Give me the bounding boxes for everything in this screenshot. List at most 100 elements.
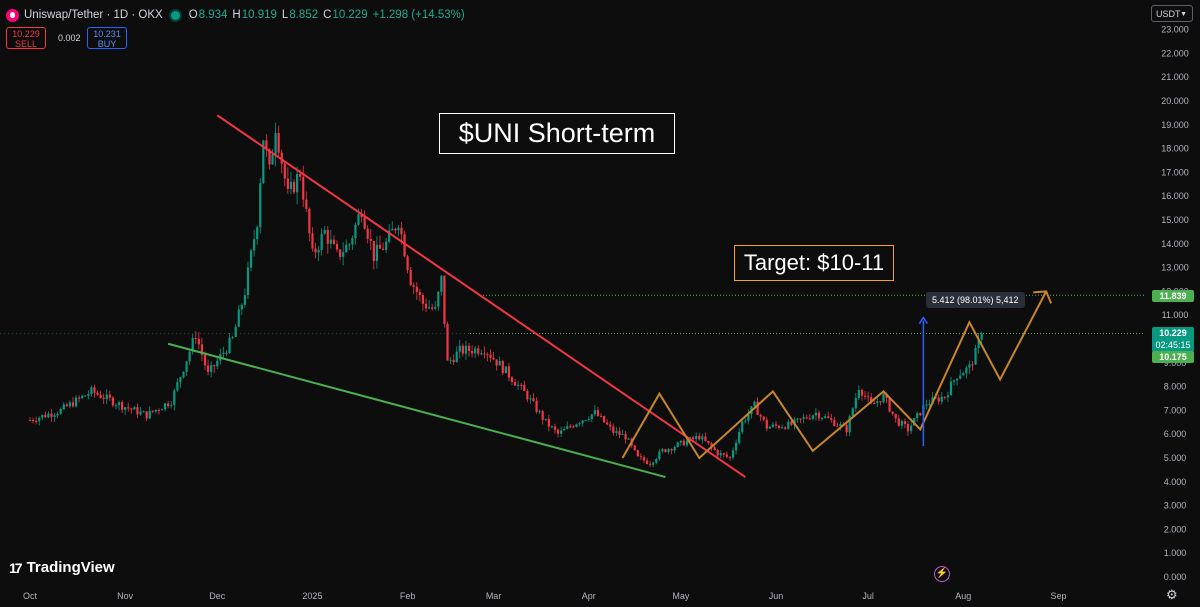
candle-up — [952, 380, 956, 382]
candle-up — [820, 417, 824, 419]
candle-down — [446, 323, 449, 361]
candle-up — [320, 233, 323, 250]
candle-down — [833, 419, 836, 426]
candle-down — [360, 214, 363, 218]
candle-up — [253, 239, 256, 251]
candle-up — [375, 244, 379, 261]
title-annotation[interactable]: $UNI Short-term — [439, 113, 675, 154]
candle-up — [437, 291, 440, 307]
currency-selector[interactable]: USDT ▼ — [1151, 5, 1193, 22]
candle-down — [200, 344, 204, 355]
candle-up — [974, 348, 977, 365]
measure-arrowhead — [918, 316, 928, 324]
candle-down — [50, 413, 53, 417]
candle-up — [658, 451, 661, 460]
candle-up — [811, 415, 814, 419]
target-annotation[interactable]: Target: $10-11 — [734, 245, 894, 281]
candle-down — [44, 414, 47, 418]
candle-up — [480, 353, 483, 355]
candle-up — [814, 412, 818, 416]
y-tick-label: 0.000 — [1164, 572, 1187, 582]
candle-up — [747, 414, 750, 421]
candle-up — [237, 309, 240, 327]
candle-down — [121, 402, 124, 410]
candle-down — [624, 433, 627, 440]
candle-up — [249, 250, 253, 268]
candle-down — [556, 429, 560, 434]
open-label: O — [188, 9, 198, 21]
candle-down — [381, 248, 385, 250]
candle-down — [335, 243, 339, 250]
lightning-icon[interactable]: ⚡ — [934, 566, 950, 582]
symbol-title[interactable]: Uniswap/Tether · 1D · OKX — [24, 9, 163, 21]
candle-down — [870, 397, 873, 404]
candle-up — [163, 403, 167, 410]
buy-label: BUY — [97, 39, 117, 49]
buy-button[interactable]: 10.231 BUY — [87, 27, 127, 49]
x-tick-label: Jun — [769, 591, 784, 601]
candle-down — [108, 394, 111, 398]
candle-down — [790, 421, 793, 425]
candle-down — [130, 408, 133, 410]
candle-up — [685, 440, 689, 446]
candle-up — [114, 405, 118, 407]
candle-down — [477, 348, 480, 354]
candle-down — [639, 456, 643, 458]
candle-down — [127, 407, 130, 409]
candle-up — [246, 267, 250, 296]
candle-up — [965, 367, 968, 374]
candle-down — [467, 345, 471, 351]
candle-down — [78, 397, 81, 399]
candle-down — [136, 407, 139, 415]
x-tick-label: Nov — [117, 591, 134, 601]
candle-down — [903, 421, 907, 425]
candle-up — [529, 398, 532, 400]
candle-down — [774, 424, 778, 426]
candle-up — [317, 249, 320, 253]
high-value: 10.919 — [241, 9, 277, 21]
candle-up — [925, 404, 928, 406]
candle-up — [68, 402, 72, 407]
candle-up — [949, 381, 953, 396]
candle-up — [627, 438, 630, 440]
candle-down — [151, 410, 154, 412]
candle-down — [483, 353, 486, 355]
candle-down — [698, 435, 701, 440]
candle-down — [547, 418, 550, 427]
y-tick-label: 21.000 — [1161, 72, 1189, 82]
candle-down — [707, 440, 710, 444]
candle-up — [243, 295, 246, 305]
tradingview-logo[interactable]: 17 TradingView — [9, 559, 115, 576]
gear-icon[interactable]: ⚙ — [1166, 587, 1178, 602]
candle-up — [578, 423, 581, 425]
candle-down — [879, 401, 882, 403]
tradingview-logo-icon: 17 — [9, 559, 23, 576]
measure-label: 5.412 (98.01%) 5,412 — [926, 292, 1025, 308]
candle-up — [329, 239, 332, 244]
candle-down — [400, 227, 403, 235]
candle-up — [854, 397, 857, 409]
candle-down — [612, 426, 615, 433]
uniswap-icon — [6, 8, 19, 22]
sell-button[interactable]: 10.229 SELL — [6, 27, 46, 49]
candle-down — [520, 384, 523, 386]
x-tick-label: Mar — [486, 591, 502, 601]
candle-down — [492, 357, 495, 360]
candle-down — [203, 354, 207, 366]
candle-down — [338, 249, 342, 257]
candle-down — [412, 285, 415, 287]
candle-up — [256, 227, 259, 240]
candle-down — [197, 338, 200, 345]
candle-up — [464, 345, 468, 354]
projection-path — [621, 290, 1048, 460]
candle-down — [553, 426, 557, 430]
candle-down — [431, 307, 434, 309]
sell-label: SELL — [14, 39, 38, 49]
candle-up — [179, 377, 182, 383]
support-trendline — [167, 342, 666, 479]
candle-down — [495, 359, 498, 366]
candle-up — [90, 387, 93, 395]
candle-down — [606, 422, 609, 425]
y-tick-label: 7.000 — [1164, 405, 1187, 415]
candle-up — [222, 353, 225, 355]
